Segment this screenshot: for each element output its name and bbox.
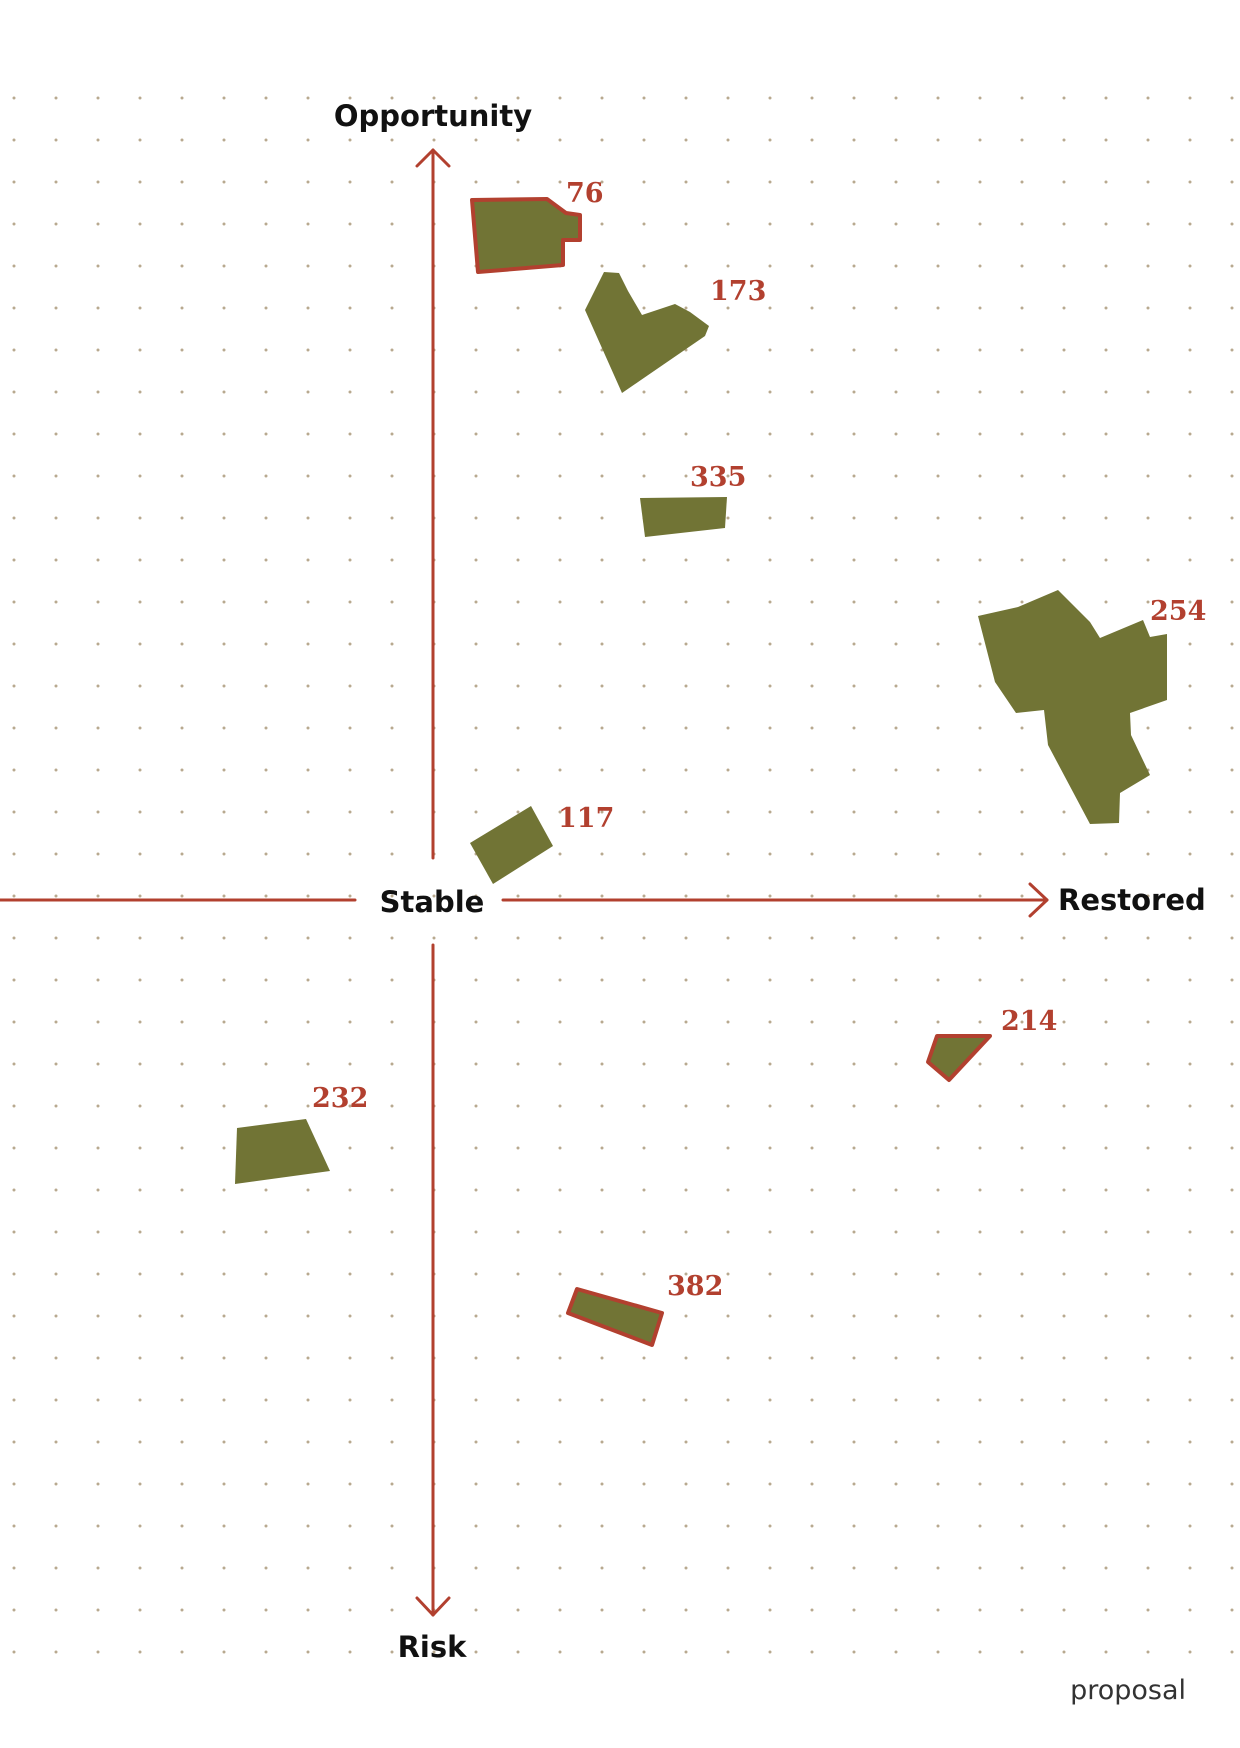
parcel-335: 335 (640, 462, 746, 537)
axis-label-center: Stable (380, 885, 485, 919)
parcel-232-shape (235, 1119, 330, 1184)
parcel-214: 214 (926, 1006, 1057, 1082)
footer-label: proposal (1070, 1675, 1186, 1706)
parcel-382-label: 382 (667, 1271, 723, 1302)
parcel-173-shape (585, 272, 709, 393)
parcel-382: 382 (566, 1271, 723, 1347)
axis-label-bottom: Risk (398, 1630, 468, 1664)
arrow-up-icon (415, 148, 451, 168)
parcel-117: 117 (470, 803, 614, 884)
parcels: 76 173 335 254 117 214 232 382 (235, 178, 1206, 1347)
axis-label-right: Restored (1058, 883, 1206, 917)
parcel-76-label: 76 (566, 178, 604, 209)
parcel-214-label: 214 (1001, 1006, 1057, 1037)
parcel-232: 232 (235, 1083, 368, 1184)
parcel-382-shape (566, 1287, 664, 1347)
parcel-232-label: 232 (312, 1083, 368, 1114)
arrow-down-icon (415, 1596, 451, 1617)
parcel-117-label: 117 (558, 803, 614, 834)
parcel-76-shape (470, 197, 582, 274)
arrow-right-icon (1028, 882, 1049, 918)
parcel-214-shape (926, 1034, 992, 1082)
parcel-254-shape (978, 590, 1167, 824)
parcel-76: 76 (470, 178, 604, 274)
parcel-254-label: 254 (1150, 596, 1206, 627)
axes (0, 148, 1049, 1617)
parcel-335-label: 335 (690, 462, 746, 493)
parcel-173: 173 (585, 272, 766, 393)
parcel-254: 254 (978, 590, 1206, 824)
parcel-335-shape (640, 497, 727, 537)
parcel-117-shape (470, 806, 553, 884)
parcel-173-label: 173 (710, 276, 766, 307)
axis-label-top: Opportunity (334, 99, 532, 133)
